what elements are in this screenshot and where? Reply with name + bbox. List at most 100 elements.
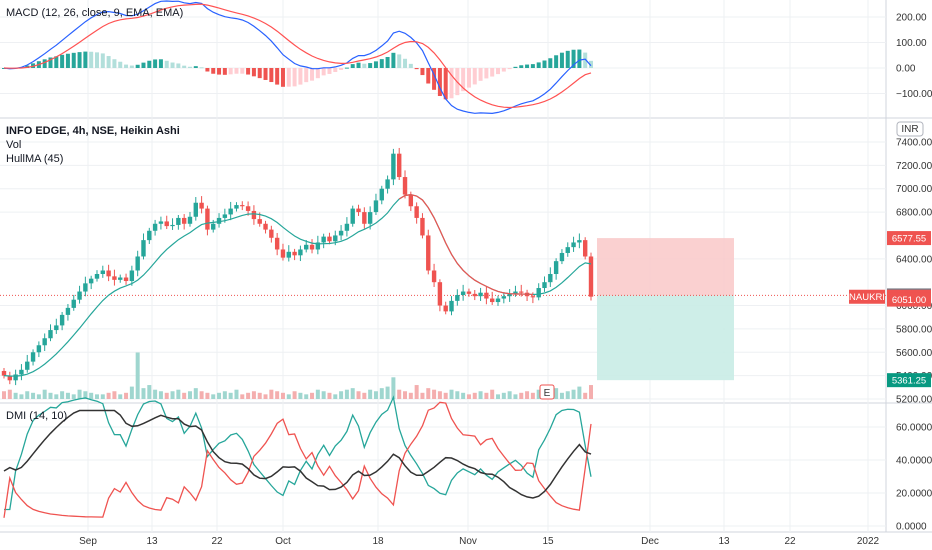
volume-bar — [170, 391, 175, 399]
macd-histogram-bar — [466, 68, 471, 88]
hull-ma-line — [3, 193, 592, 377]
volume-bar — [484, 392, 489, 399]
candle-body — [484, 292, 489, 299]
candle-body — [449, 300, 454, 312]
volume-bar — [321, 391, 326, 399]
macd-histogram-bar — [403, 58, 408, 68]
dmi-pane — [3, 395, 592, 518]
volume-bar — [426, 388, 431, 399]
candle-body — [495, 298, 501, 303]
macd-histogram-bar — [211, 68, 216, 74]
volume-bar — [536, 389, 541, 399]
volume-bar — [36, 394, 41, 399]
volume-bar — [286, 394, 291, 399]
time-tick-label: Nov — [459, 536, 477, 547]
candle-body — [181, 217, 187, 224]
candle-body — [280, 249, 286, 258]
candle-body — [65, 307, 71, 315]
macd-histogram-bar — [368, 63, 373, 68]
candle-body — [269, 229, 274, 238]
candle-body — [36, 345, 42, 353]
symbol-tag — [849, 289, 885, 304]
volume-bar — [54, 394, 59, 399]
macd-histogram-bar — [327, 68, 332, 74]
macd-histogram-bar — [199, 67, 204, 69]
macd-histogram-bar — [344, 67, 349, 69]
candle-body — [251, 210, 257, 220]
macd-histogram-bar — [490, 68, 495, 77]
price-tick-label: 5800.00 — [896, 324, 932, 335]
macd-histogram-bar — [554, 55, 559, 68]
macd-histogram-bar — [234, 68, 239, 74]
candle-body — [466, 291, 472, 294]
candle-body — [1, 370, 7, 376]
candle-body — [315, 242, 321, 250]
candle-body — [501, 296, 507, 299]
macd-histogram-bar — [60, 54, 65, 68]
volume-bar — [379, 388, 384, 399]
macd-histogram-bar — [141, 62, 146, 68]
candle-body — [559, 252, 565, 262]
macd-histogram-bar — [496, 68, 501, 75]
candle-body — [170, 224, 175, 227]
volume-bar — [292, 391, 297, 399]
volume-bar — [211, 394, 216, 399]
candle-body — [30, 352, 36, 362]
signal-line — [3, 3, 592, 109]
volume-bar — [176, 389, 181, 399]
macd-histogram-bar — [507, 68, 512, 70]
short-position-tool[interactable] — [0, 238, 886, 381]
macd-tick-label: 0.00 — [896, 64, 916, 75]
candle-body — [327, 236, 332, 242]
volume-bar — [89, 392, 94, 399]
macd-histogram-bar — [513, 66, 518, 68]
macd-histogram-bar — [89, 51, 94, 68]
candle-body — [362, 212, 367, 224]
macd-histogram-bar — [269, 68, 274, 83]
candle-body — [513, 291, 518, 294]
vol-label: Vol — [6, 139, 21, 151]
volume-bar — [373, 391, 378, 399]
volume-bar — [583, 392, 588, 399]
candle-body — [478, 292, 483, 297]
candle-body — [304, 244, 309, 250]
volume-bar — [310, 392, 315, 399]
price-tick-label: 6400.00 — [896, 254, 932, 265]
volume-bar — [129, 386, 134, 399]
macd-histogram-bar — [257, 68, 262, 79]
di-plus-line — [4, 395, 592, 511]
price-tag — [887, 292, 931, 307]
time-tick-label: 18 — [372, 536, 384, 547]
volume-bar — [466, 394, 471, 399]
volume-bar — [141, 388, 146, 399]
candle-body — [263, 223, 268, 230]
macd-histogram-bar — [42, 59, 47, 68]
candle-body — [13, 374, 18, 381]
volume-bar — [135, 352, 140, 399]
macd-histogram-bar — [77, 52, 82, 68]
volume-bar — [71, 394, 76, 399]
candle-body — [54, 325, 59, 331]
candle-body — [77, 291, 82, 300]
currency-badge[interactable]: INR — [896, 121, 924, 137]
macd-histogram-bar — [315, 68, 320, 79]
candle-body — [460, 291, 466, 296]
candle-body — [240, 205, 245, 207]
candle-body — [350, 208, 355, 224]
macd-histogram-bar — [437, 68, 442, 97]
macd-histogram-bar — [525, 64, 530, 68]
candle-body — [176, 217, 181, 225]
macd-histogram-bar — [222, 68, 227, 75]
macd-histogram-bar — [164, 60, 169, 68]
candle-body — [553, 261, 559, 275]
volume-bar — [222, 391, 227, 399]
volume-bar — [327, 392, 332, 399]
macd-histogram-bar — [449, 68, 454, 99]
candle-body — [472, 293, 477, 297]
price-tick-label: 7200.00 — [896, 161, 932, 172]
candle-body — [309, 244, 315, 250]
candle-body — [426, 235, 431, 271]
candle-body — [257, 219, 262, 224]
price-tick-label: 6800.00 — [896, 208, 932, 219]
candle-body — [94, 274, 100, 279]
